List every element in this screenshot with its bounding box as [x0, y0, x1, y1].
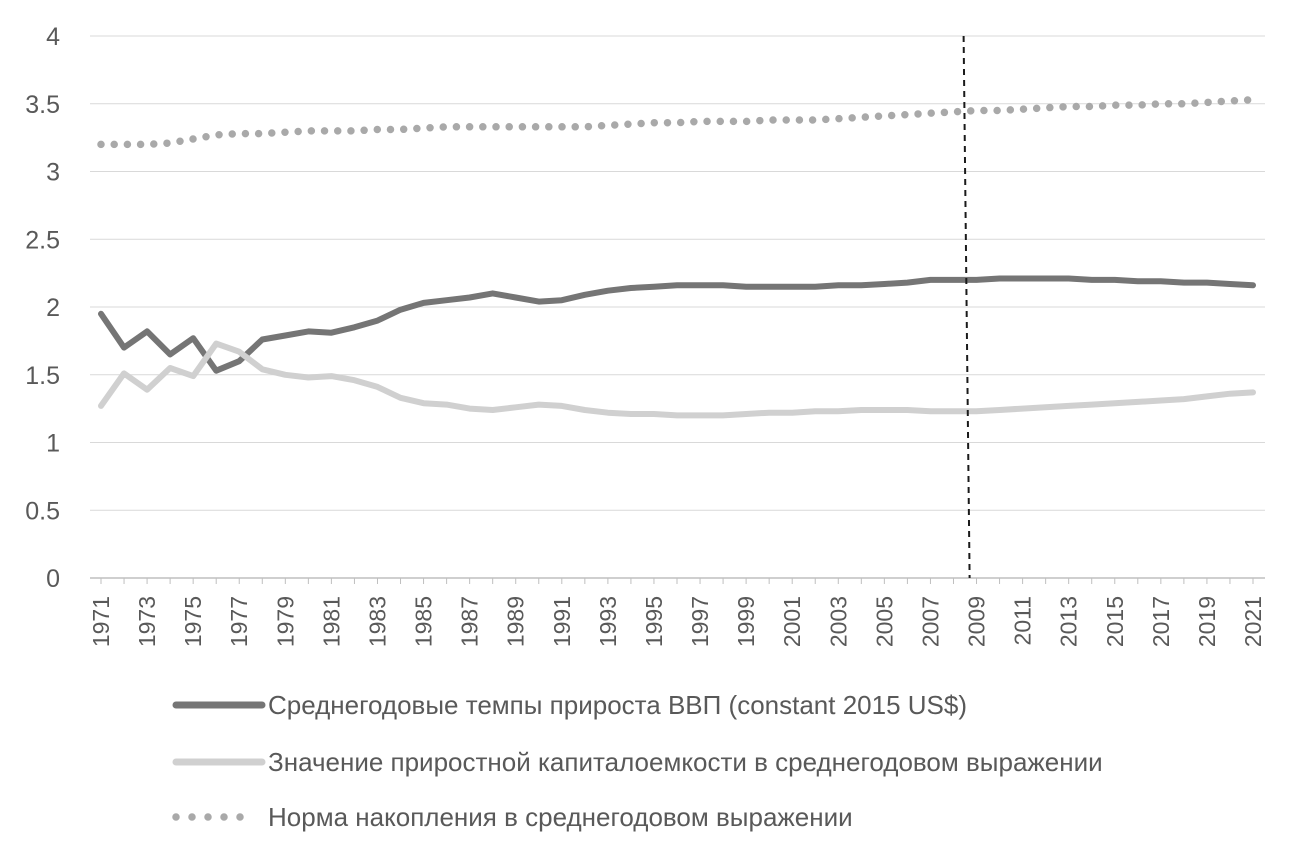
x-tick-label: 1985 [411, 596, 437, 647]
x-axis-tick-labels: 1971 1973 1975 1977 1979 1981 1983 1985 1987 1989… [88, 596, 1266, 647]
y-axis-tick-labels: 0 0.5 1 1.5 2 2.5 3 3.5 4 [25, 23, 60, 593]
x-tick-label: 2017 [1148, 596, 1174, 647]
series-capital-intensity [98, 340, 1256, 419]
legend-label: Значение приростной капиталоемкости в ср… [268, 747, 1103, 777]
x-tick-label: 1981 [318, 596, 344, 647]
x-tick-label: 2013 [1056, 596, 1082, 647]
y-tick-label: 3.5 [25, 91, 60, 119]
series-norma-nakopleniya [97, 95, 1257, 149]
x-tick-label: 1979 [272, 596, 298, 647]
legend-label: Среднегодовые темпы прироста ВВП (consta… [268, 690, 967, 720]
series-line [97, 95, 1257, 149]
series-line [98, 275, 1256, 374]
x-tick-label: 1971 [88, 596, 114, 647]
x-tick-label: 1975 [180, 596, 206, 647]
x-tick-label: 1997 [687, 596, 713, 647]
x-tick-label: 2001 [779, 596, 805, 647]
vertical-dashed-line [962, 35, 971, 579]
x-tick-label: 2011 [1010, 596, 1036, 645]
y-tick-label: 2.5 [25, 226, 60, 254]
x-tick-label: 1973 [134, 596, 160, 647]
x-tick-label: 2007 [917, 596, 943, 647]
series-line [98, 340, 1256, 419]
vertical-marker [962, 35, 971, 579]
y-tick-label: 0.5 [25, 497, 60, 525]
x-tick-label: 1987 [457, 596, 483, 647]
y-tick-label: 0 [46, 565, 60, 593]
data-series [97, 95, 1257, 419]
y-tick-label: 3 [46, 159, 60, 187]
x-tick-label: 2003 [825, 596, 851, 647]
series-gdp-growth [98, 275, 1256, 374]
x-tick-label: 2005 [871, 596, 897, 647]
x-axis [90, 577, 1265, 584]
x-tick-label: 2021 [1240, 596, 1266, 647]
x-tick-label: 1999 [733, 596, 759, 647]
x-tick-label: 2015 [1102, 596, 1128, 647]
x-tick-label: 1989 [503, 596, 529, 647]
x-tick-label: 2009 [964, 596, 990, 647]
x-tick-label: 1991 [549, 596, 575, 647]
x-tick-label: 1977 [226, 596, 252, 647]
legend: Среднегодовые темпы прироста ВВП (consta… [172, 690, 1103, 832]
legend-label: Норма накопления в среднегодовом выражен… [268, 802, 853, 832]
x-tick-label: 1995 [641, 596, 667, 647]
x-tick-label: 1993 [595, 596, 621, 647]
y-tick-label: 1 [46, 430, 60, 458]
x-tick-label: 1983 [364, 596, 390, 647]
y-tick-label: 1.5 [25, 362, 60, 390]
y-tick-label: 4 [46, 23, 60, 51]
legend-item: Среднегодовые темпы прироста ВВП (consta… [172, 690, 967, 720]
legend-item: Значение приростной капиталоемкости в ср… [172, 747, 1103, 777]
y-tick-label: 2 [46, 294, 60, 322]
x-tick-label: 2019 [1194, 596, 1220, 647]
legend-item: Норма накопления в среднегодовом выражен… [172, 802, 853, 832]
